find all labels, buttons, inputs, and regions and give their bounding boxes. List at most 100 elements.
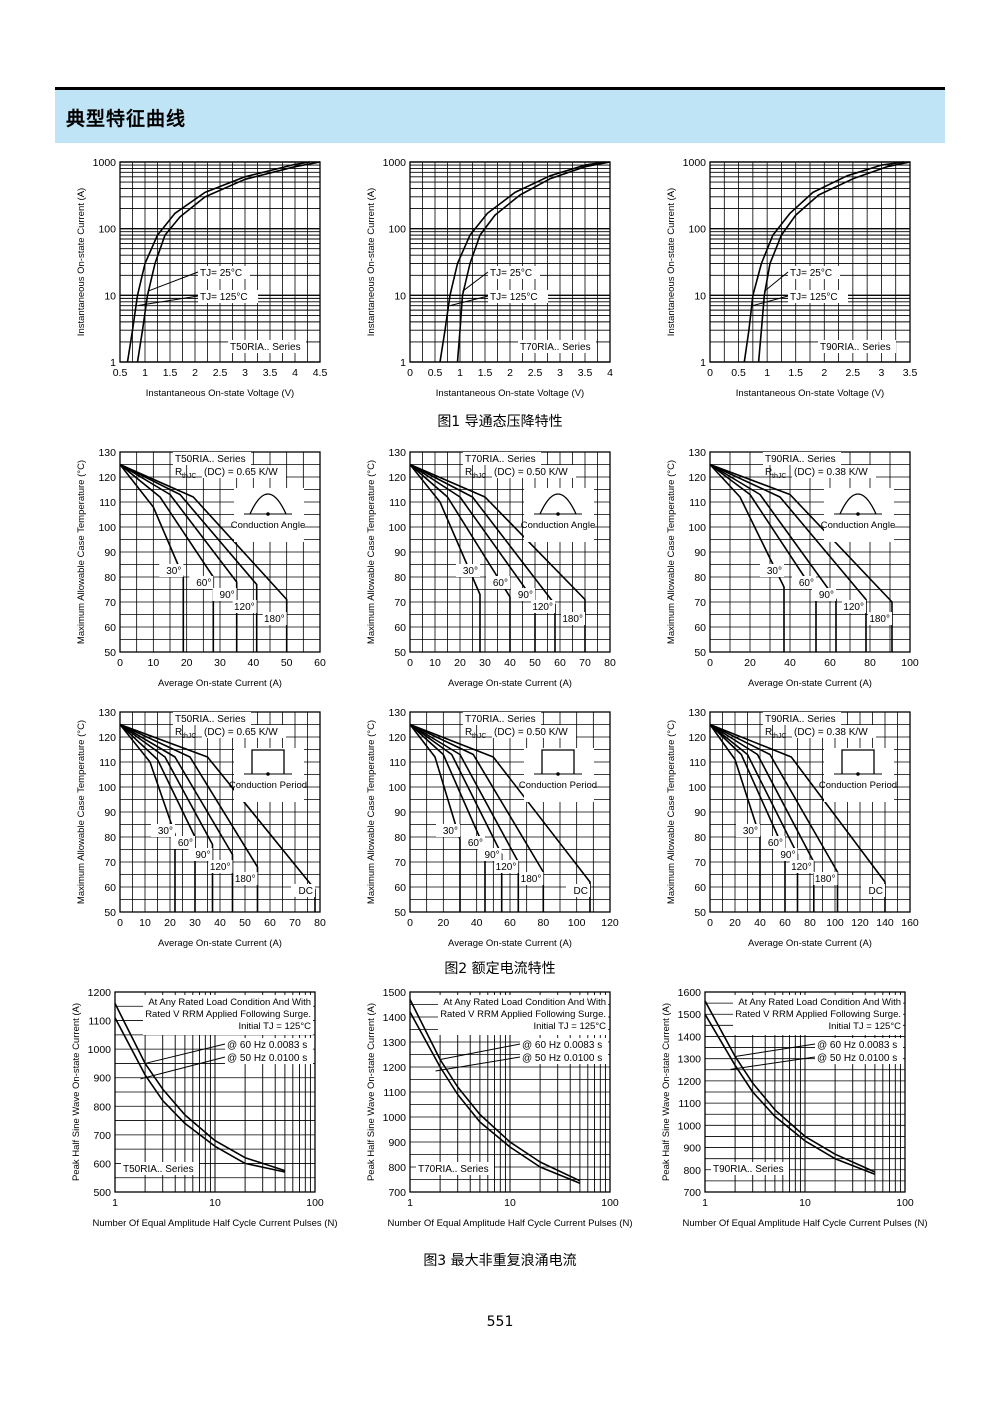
y-tick-label: 100: [688, 782, 706, 794]
series-name-label: 90°: [518, 590, 533, 601]
y-axis-label: Instantaneous On-state Current (A): [76, 188, 87, 336]
series-name-bg: [760, 564, 784, 577]
series-label: T50RIA.. Series: [230, 342, 301, 353]
x-tick-label: 4.5: [313, 367, 328, 379]
y-tick-label: 90: [394, 547, 406, 559]
y-tick-label: 1100: [383, 1087, 406, 1099]
x-axis-label: Average On-state Current (A): [158, 678, 282, 689]
y-axis-label: Maximum Allowable Case Temperature (°C): [76, 720, 87, 904]
y-tick-label: 1200: [88, 987, 112, 999]
plot-frame: [709, 161, 911, 363]
x-tick-label: 0.5: [113, 367, 128, 379]
icon-dot: [266, 512, 270, 516]
annotation-leader: [462, 271, 489, 292]
rth-symbol: R: [465, 467, 472, 478]
y-tick-label: 120: [688, 472, 706, 484]
y-tick-label: 10: [694, 290, 706, 302]
y-tick-label: 100: [388, 224, 406, 236]
annotation-leader: [763, 271, 789, 292]
series-label: T70RIA.. Series: [465, 714, 536, 725]
series-name-label: DC: [299, 886, 313, 897]
series-name-bg: [842, 600, 866, 613]
y-tick-label: 100: [388, 522, 406, 534]
series-line-60°: [119, 463, 215, 652]
chart-t70-voltage: 1 10 100 1000 0 0.5 1 1.5 2 2.5 3 3.5 4 Instantaneous…: [366, 157, 613, 399]
series-line-60°: [409, 723, 486, 912]
y-tick-label: 10: [104, 290, 116, 302]
series-label-bg: [463, 452, 541, 465]
y-tick-label: 1000: [678, 1120, 702, 1132]
annotation-leader: [144, 1043, 226, 1064]
rth-symbol: R: [765, 467, 772, 478]
annotation-leader: [147, 271, 199, 292]
icon-dot: [856, 772, 860, 776]
y-tick-label: 90: [104, 547, 116, 559]
x-tick-label: 3.5: [263, 367, 278, 379]
x-tick-label: 20: [744, 657, 756, 669]
icon-dot: [556, 772, 560, 776]
series-name-bg: [561, 612, 585, 625]
x-axis-label: Instantaneous On-state Voltage (V): [436, 388, 584, 399]
square-pulse-icon: [541, 749, 575, 774]
x-tick-label: 40: [754, 917, 766, 929]
rth-symbol: R: [175, 467, 182, 478]
x-tick-label: 1: [407, 1197, 413, 1209]
y-tick-label: 50: [104, 647, 116, 659]
annotation-tj125: TJ= 125°C: [490, 292, 538, 303]
x-tick-label: 0: [407, 657, 413, 669]
rth-symbol: R: [175, 727, 182, 738]
y-tick-label: 80: [694, 832, 706, 844]
y-tick-label: 800: [93, 1101, 111, 1113]
y-axis-label: Peak Half Sine Wave On-state Current (A): [366, 1003, 377, 1181]
x-tick-label: 100: [306, 1197, 324, 1209]
annotation-tj25: TJ= 25°C: [200, 268, 242, 279]
y-tick-label: 110: [99, 757, 116, 769]
y-axis-label: Instantaneous On-state Current (A): [666, 188, 677, 336]
series-name-bg: [188, 848, 213, 861]
x-tick-label: 20: [181, 657, 193, 669]
x-axis-label: Number Of Equal Amplitude Half Cycle Cur…: [93, 1218, 338, 1229]
y-tick-label: 50: [694, 907, 706, 919]
surge-note-line: At Any Rated Load Condition And With: [738, 997, 901, 1008]
x-tick-label: 10: [429, 657, 441, 669]
y-tick-label: 1100: [88, 1016, 111, 1028]
y-tick-label: 70: [394, 857, 406, 869]
y-tick-label: 600: [93, 1158, 111, 1170]
series-label: T70RIA.. Series: [465, 454, 536, 465]
x-tick-label: 40: [247, 657, 259, 669]
y-tick-label: 800: [683, 1165, 701, 1177]
x-tick-label: 1.5: [163, 367, 178, 379]
x-tick-label: 80: [537, 917, 549, 929]
y-tick-label: 100: [98, 522, 116, 534]
y-tick-label: 700: [388, 1187, 406, 1199]
surge-note-line: Initial TJ = 125°C: [238, 1021, 311, 1032]
y-tick-label: 1500: [678, 1009, 702, 1021]
series-name-bg: [159, 564, 184, 577]
series-label: T50RIA.. Series: [175, 454, 246, 465]
surge-note-line: Rated V RRM Applied Following Surge.: [440, 1009, 606, 1020]
y-tick-label: 1000: [383, 157, 407, 169]
x-tick-label: 80: [864, 657, 876, 669]
series-name-bg: [761, 836, 785, 849]
series-label: T90RIA.. Series: [765, 454, 836, 465]
series-line-60°: [709, 723, 786, 912]
icon-dot: [266, 772, 270, 776]
y-tick-label: 90: [694, 547, 706, 559]
y-tick-label: 1300: [678, 1054, 702, 1066]
x-tick-label: 100: [896, 1197, 914, 1209]
annotation-60hz-bg: [225, 1038, 313, 1051]
x-axis-label: Number Of Equal Amplitude Half Cycle Cur…: [683, 1218, 928, 1229]
y-tick-label: 80: [104, 572, 116, 584]
x-tick-label: 50: [239, 917, 251, 929]
series-line-50hz: [114, 1017, 286, 1173]
series-name-label: 30°: [443, 826, 458, 837]
annotation-60hz: @ 60 Hz 0.0083 s: [817, 1040, 897, 1051]
y-tick-label: 60: [694, 622, 706, 634]
y-tick-label: 1000: [383, 1112, 407, 1124]
rth-subscript: thJC: [472, 733, 486, 740]
y-tick-label: 80: [394, 832, 406, 844]
x-tick-label: 2.5: [213, 367, 228, 379]
chart-t50-surge: 500 600 700 800 900 1000 1100 1200 1 10 100 Number …: [71, 987, 338, 1229]
y-tick-label: 120: [388, 732, 406, 744]
half-sine-icon: [249, 493, 287, 515]
